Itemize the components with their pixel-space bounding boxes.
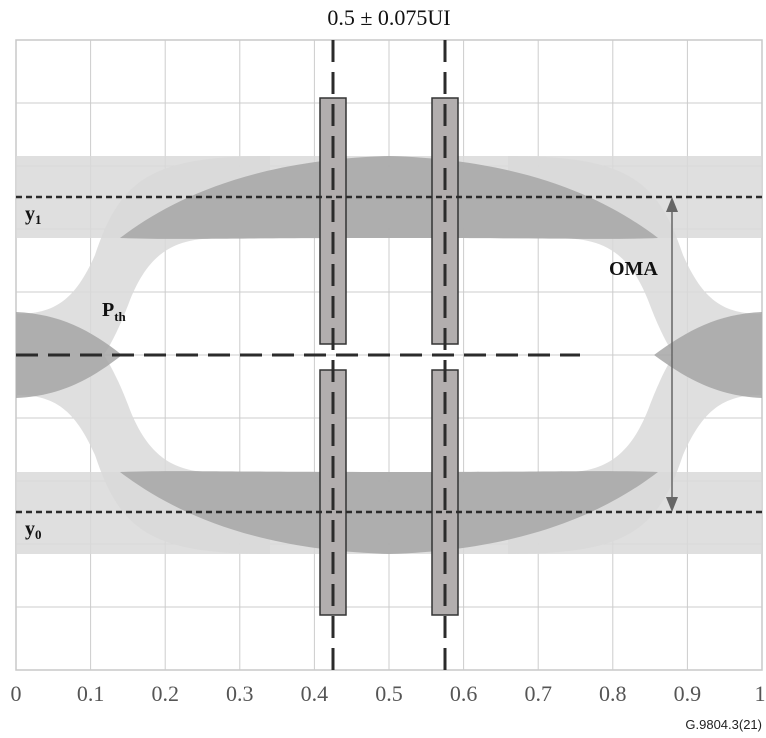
x-axis-ticks: 0 0.1 0.2 0.3 0.4 0.5 0.6 0.7 0.8 0.9 1 <box>11 681 766 706</box>
grid <box>16 40 762 670</box>
oma-label: OMA <box>609 258 658 280</box>
x-tick: 0.4 <box>301 681 329 706</box>
figure-reference: G.9804.3(21) <box>685 717 762 732</box>
y1-label: y1 <box>25 203 42 227</box>
pth-label: Pth <box>102 299 127 324</box>
x-tick: 0.8 <box>599 681 627 706</box>
level-lines <box>16 195 762 514</box>
right-crossing <box>654 312 762 398</box>
x-tick: 0.3 <box>226 681 254 706</box>
x-tick: 0.7 <box>524 681 552 706</box>
x-tick: 0 <box>11 681 22 706</box>
x-tick: 0.6 <box>450 681 478 706</box>
x-tick: 0.9 <box>674 681 702 706</box>
window-title: 0.5 ± 0.075UI <box>327 5 450 30</box>
oma-arrow <box>666 197 678 512</box>
reference-lines <box>16 40 580 670</box>
x-tick: 0.1 <box>77 681 105 706</box>
y0-label: y0 <box>25 518 42 542</box>
x-tick: 0.5 <box>375 681 403 706</box>
x-tick: 1 <box>755 681 766 706</box>
x-tick: 0.2 <box>151 681 179 706</box>
